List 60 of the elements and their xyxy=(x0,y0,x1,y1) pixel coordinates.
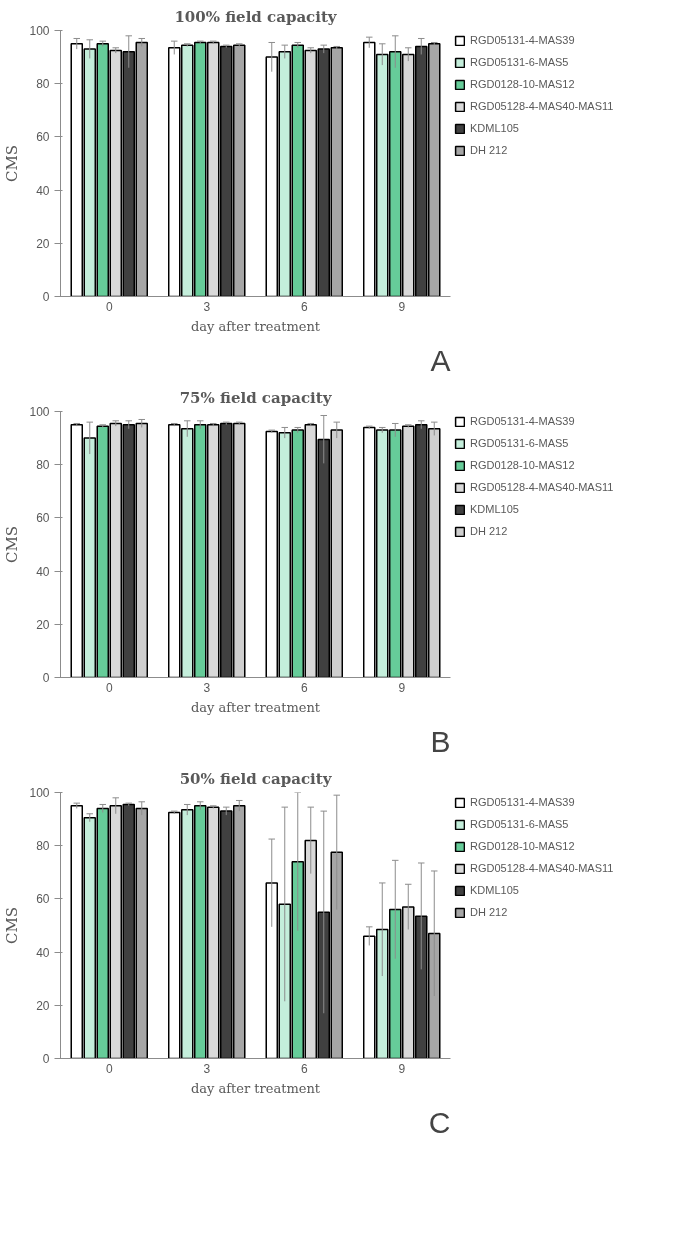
x-tick-label: 0 xyxy=(105,680,113,695)
x-axis-title: day after treatment xyxy=(190,318,321,334)
legend-label: KDML105 xyxy=(470,884,519,896)
y-tick-label: 0 xyxy=(42,671,50,685)
legend-label: KDML105 xyxy=(470,503,519,515)
legend-label: RGD05128-4-MAS40-MAS11 xyxy=(470,100,614,112)
legend-label: RGD0128-10-MAS12 xyxy=(470,459,575,471)
y-tick-label: 100 xyxy=(29,405,50,419)
y-tick-label: 20 xyxy=(36,236,50,251)
y-tick-label: 40 xyxy=(36,564,50,579)
y-tick-label: 60 xyxy=(36,511,50,526)
y-tick-label: 80 xyxy=(36,77,50,92)
y-tick-label: 20 xyxy=(36,617,50,632)
chart-title: 50% field capacity xyxy=(179,769,333,788)
x-tick-label: 6 xyxy=(300,299,308,314)
x-tick-label: 3 xyxy=(203,680,211,695)
legend-label: RGD0128-10-MAS12 xyxy=(470,840,575,852)
text: C xyxy=(428,1105,451,1139)
x-tick-label: 0 xyxy=(105,299,113,314)
y-tick-label: 80 xyxy=(36,839,50,854)
y-tick-label: 0 xyxy=(42,290,50,304)
y-tick-label: 80 xyxy=(36,458,50,473)
y-tick-label: 20 xyxy=(36,998,50,1013)
y-axis-title: CMS xyxy=(3,525,22,564)
y-tick-label: 40 xyxy=(36,183,50,198)
y-tick-label: 40 xyxy=(36,945,50,960)
legend-label: DH 212 xyxy=(470,144,508,156)
x-axis-title: day after treatment xyxy=(190,1080,321,1096)
x-tick-label: 3 xyxy=(203,299,211,314)
x-axis-title: day after treatment xyxy=(190,699,321,715)
x-tick-label: 9 xyxy=(398,680,406,695)
x-tick-label: 0 xyxy=(105,1061,113,1076)
y-tick-label: 60 xyxy=(36,130,50,145)
legend-label: RGD0128-10-MAS12 xyxy=(470,78,575,90)
chart-title: 75% field capacity xyxy=(179,388,333,407)
legend-label: RGD05131-6-MAS5 xyxy=(470,818,569,830)
y-axis-title: CMS xyxy=(3,906,22,945)
x-tick-label: 6 xyxy=(300,1061,308,1076)
y-axis-title: CMS xyxy=(3,144,22,183)
x-tick-label: 9 xyxy=(398,1061,406,1076)
text: B xyxy=(430,724,451,758)
x-tick-label: 3 xyxy=(203,1061,211,1076)
legend-label: KDML105 xyxy=(470,122,519,134)
legend-label: RGD05131-6-MAS5 xyxy=(470,437,569,449)
y-tick-label: 0 xyxy=(42,1052,50,1066)
legend-label: RGD05131-4-MAS39 xyxy=(470,415,575,427)
legend-label: RGD05131-4-MAS39 xyxy=(470,34,575,46)
y-tick-label: 100 xyxy=(29,24,50,38)
y-tick-label: 100 xyxy=(29,786,50,800)
legend-label: RGD05128-4-MAS40-MAS11 xyxy=(470,481,614,493)
chart-title: 100% field capacity xyxy=(174,7,338,26)
text: A xyxy=(430,343,451,377)
y-tick-label: 60 xyxy=(36,892,50,907)
legend-label: RGD05131-4-MAS39 xyxy=(470,796,575,808)
legend-label: RGD05128-4-MAS40-MAS11 xyxy=(470,862,614,874)
legend-label: DH 212 xyxy=(470,525,508,537)
x-tick-label: 6 xyxy=(300,680,308,695)
x-tick-label: 9 xyxy=(398,299,406,314)
legend-label: DH 212 xyxy=(470,906,508,918)
legend-label: RGD05131-6-MAS5 xyxy=(470,56,569,68)
